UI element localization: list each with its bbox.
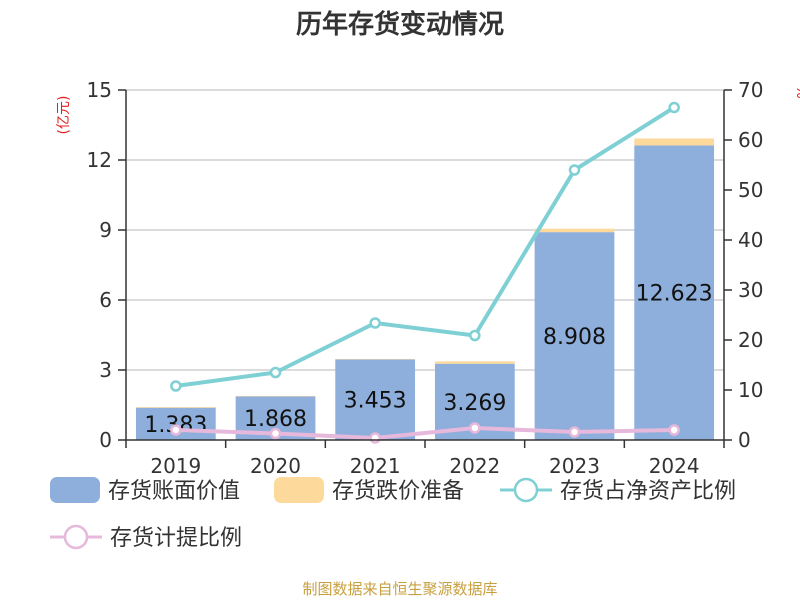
legend-swatch — [274, 477, 324, 503]
right-tick-label: 40 — [738, 228, 763, 252]
line-point — [170, 424, 182, 436]
x-tick-label: 2024 — [649, 454, 700, 478]
right-tick-label: 50 — [738, 178, 763, 202]
line-point — [170, 380, 182, 392]
line-series-3 — [175, 426, 675, 440]
bar-inventory-impairment — [135, 407, 216, 408]
bar-inventory-impairment — [434, 361, 515, 364]
bar-inventory-impairment — [634, 138, 715, 146]
line-point — [369, 317, 381, 329]
lines — [170, 101, 680, 444]
bar-inventory-book-value — [534, 232, 615, 440]
x-tick-label: 2023 — [549, 454, 600, 478]
right-tick-label: 20 — [738, 328, 763, 352]
source-text: 制图数据来自恒生聚源数据库 — [302, 580, 497, 598]
x-tick-label: 2020 — [250, 454, 301, 478]
legend-marker — [513, 477, 539, 503]
line-point — [269, 427, 282, 440]
line-point — [369, 432, 381, 444]
legend-label: 存货账面价值 — [108, 479, 240, 504]
legend-swatch — [50, 477, 100, 503]
grid — [126, 89, 724, 371]
line-point — [568, 164, 581, 176]
bar-inventory-book-value — [634, 145, 715, 441]
x-tick-label: 2022 — [449, 454, 500, 478]
right-tick-label: 0 — [738, 428, 751, 452]
bar-inventory-book-value — [335, 359, 416, 440]
left-tick-label: 6 — [99, 288, 112, 312]
line-point — [469, 422, 481, 434]
right-tick-label: 70 — [738, 78, 763, 102]
bar-data-label: 12.623 — [636, 282, 713, 307]
left-tick-label: 15 — [87, 78, 112, 102]
left-tick-label: 3 — [99, 358, 112, 382]
line-point — [668, 101, 680, 114]
legend-label: 存货占净资产比例 — [560, 479, 736, 504]
legend-marker — [63, 524, 89, 550]
x-tick-label: 2021 — [350, 454, 401, 478]
line-point — [469, 329, 481, 342]
right-tick-label: 10 — [738, 378, 763, 402]
legend-label: 存货跌价准备 — [332, 479, 464, 504]
axes: 0 3 6 9 12 15 0 10 20 30 40 50 60 70 2019 2020 2021 2022 2… — [87, 78, 764, 478]
left-tick-label: 9 — [99, 218, 112, 242]
line-point — [269, 366, 282, 379]
bar-data-label: 8.908 — [543, 325, 606, 350]
bar-data-label: 3.453 — [344, 389, 407, 414]
right-tick-label: 60 — [738, 128, 763, 152]
line-point — [568, 426, 581, 438]
legend-label: 存货计提比例 — [110, 526, 242, 551]
bar-data-label: 3.269 — [443, 391, 506, 416]
bar-inventory-impairment — [534, 228, 615, 233]
right-axis-unit: % — [793, 85, 800, 98]
left-tick-label: 12 — [87, 148, 112, 172]
right-tick-label: 30 — [738, 278, 763, 302]
line-series-2 — [175, 105, 676, 388]
left-axis-unit: (亿元) — [56, 96, 72, 135]
line-point — [668, 424, 680, 436]
left-tick-label: 0 — [99, 428, 112, 452]
chart-title: 历年存货变动情况 — [296, 9, 504, 40]
x-tick-label: 2019 — [150, 454, 201, 478]
